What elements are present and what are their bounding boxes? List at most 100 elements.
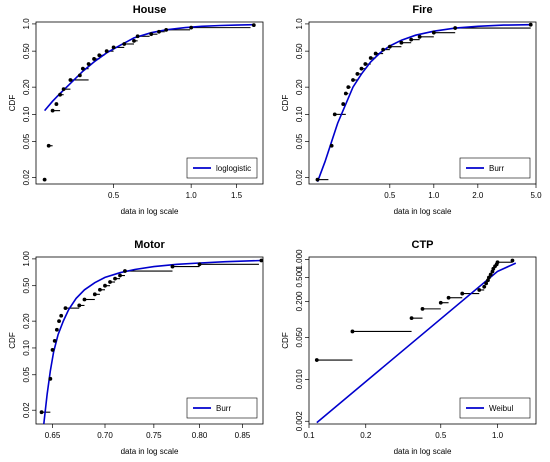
y-tick-label: 0.20 [22,313,31,329]
empirical-point [495,260,500,265]
chart-panel-3: Motor 0.65 0.70 0.75 0.80 0.85 1.00 0.50 0.20 0.1… [8,239,264,456]
y-tick-label: 0.50 [295,43,304,59]
empirical-point [61,87,66,92]
empirical-point [484,281,489,286]
empirical-point [332,112,337,117]
empirical-point [68,78,73,82]
y-tick-label: 1.000 [295,249,304,270]
x-tick-label: 0.80 [192,431,208,440]
empirical-point [197,262,202,267]
x-tick-label: 1.0 [428,191,440,200]
empirical-point [381,47,386,52]
empirical-point [97,53,102,58]
empirical-point [50,348,55,352]
x-tick-label: 1.0 [492,431,504,440]
panels-group: House 0.5 1.0 1.5 1.0 0.50 0.20 0.10 0.05 0.02 dat… [8,4,542,456]
x-tick-label: 0.70 [97,431,113,440]
x-tick-label: 0.1 [303,431,315,440]
empirical-point [92,57,96,61]
empirical-point [351,78,355,82]
x-tick-label: 2.0 [472,191,484,200]
x-axis-label: data in log scale [394,207,452,216]
empirical-point [453,26,458,30]
fitted-curve [43,259,262,424]
empirical-point [189,25,194,30]
empirical-point [387,44,392,49]
y-tick-label: 0.10 [22,106,31,122]
legend: Weibul [459,397,531,419]
empirical-point [341,102,346,106]
empirical-point [54,102,59,106]
empirical-point [80,66,85,71]
empirical-point [135,34,140,39]
empirical-point [113,276,117,281]
empirical-point [315,177,320,182]
empirical-point [132,38,136,43]
empirical-point [54,327,59,332]
empirical-point [82,297,87,302]
empirical-point [343,91,348,96]
y-tick-label: 0.10 [22,340,31,356]
chart-panel-1: House 0.5 1.0 1.5 1.0 0.50 0.20 0.10 0.05 0.02 dat… [8,4,264,216]
chart-title: CTP [412,239,434,251]
empirical-point [420,306,425,311]
y-axis-label: CDF [281,332,290,349]
legend-box [459,157,531,179]
y-tick-label: 0.200 [295,291,304,312]
empirical-point [359,66,364,71]
x-axis-label: data in log scale [121,207,179,216]
x-axis-label: data in log scale [394,447,452,456]
legend-box [186,157,258,179]
empirical-point [488,272,493,277]
y-tick-label: 0.20 [22,79,31,95]
data-layer [315,22,533,183]
x-tick-label: 1.5 [231,191,243,200]
chart-title: House [133,4,167,16]
empirical-point [510,258,515,263]
empirical-point [48,376,53,381]
legend-box [459,397,531,419]
empirical-point [157,29,161,34]
plot-frame [308,21,537,185]
plot-frame [308,256,537,425]
empirical-point [58,92,62,97]
y-tick-label: 0.50 [22,43,31,59]
legend-label: loglogistic [216,164,251,173]
x-tick-label: 0.5 [384,191,396,200]
empirical-point [104,49,109,54]
empirical-point [63,306,68,311]
empirical-point [108,280,112,284]
x-axis-label: data in log scale [121,447,179,456]
empirical-point [42,177,47,182]
y-axis-label: CDF [8,95,17,112]
empirical-point [77,73,82,78]
empirical-point [118,273,122,278]
x-tick-label: 0.65 [45,431,61,440]
empirical-point [346,85,351,90]
empirical-point [399,40,404,45]
empirical-point [98,287,102,292]
y-tick-label: 0.05 [22,366,31,382]
y-tick-label: 0.010 [295,369,304,390]
y-tick-label: 1.0 [22,18,31,30]
empirical-point [92,292,97,297]
y-axis-label: CDF [281,95,290,112]
empirical-point [251,23,256,28]
legend-label: Burr [489,164,504,173]
empirical-point [409,37,414,42]
empirical-point [528,22,533,27]
legend-label: Burr [216,404,231,413]
empirical-point [170,264,175,269]
empirical-point [122,42,127,46]
empirical-point [314,358,319,362]
empirical-point [363,62,368,66]
data-layer [42,23,256,182]
chart-panel-2: Fire 0.5 1.0 2.0 5.0 1.0 0.50 0.20 0.10 0.05 0.02 d… [281,4,542,216]
x-tick-label: 5.0 [530,191,542,200]
empirical-point [59,313,64,318]
fitted-curve [316,262,517,424]
y-tick-label: 0.002 [295,411,304,432]
empirical-point [259,258,263,263]
y-axis-label: CDF [8,332,17,349]
